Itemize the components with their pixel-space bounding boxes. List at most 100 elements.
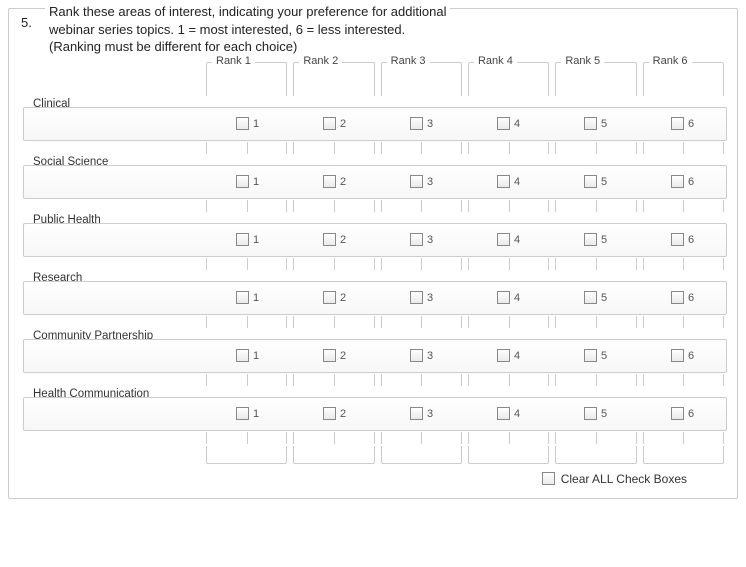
rank-cell: 6 <box>642 175 723 188</box>
rank-value: 6 <box>688 350 694 362</box>
tick-row <box>203 200 727 212</box>
rank-checkbox[interactable] <box>236 117 249 130</box>
rank-value: 2 <box>340 350 346 362</box>
rank-value: 2 <box>340 292 346 304</box>
rank-checkbox[interactable] <box>323 407 336 420</box>
rank-cell: 5 <box>555 117 636 130</box>
rank-cell: 3 <box>381 233 462 246</box>
rank-cell: 6 <box>642 349 723 362</box>
rank-checkbox[interactable] <box>497 175 510 188</box>
tick-row <box>203 316 727 328</box>
rank-value: 3 <box>427 350 433 362</box>
rank-checkbox[interactable] <box>584 407 597 420</box>
rank-checkbox[interactable] <box>584 349 597 362</box>
rank-cell: 6 <box>642 117 723 130</box>
tick-row <box>203 432 727 444</box>
row-cells: 1 2 34 5 6 <box>23 165 727 199</box>
ranking-row: Health Communication123456 <box>23 390 727 444</box>
row-cells: 123456 <box>23 107 727 141</box>
ranking-row: Clinical123456 <box>23 100 727 154</box>
rank-checkbox[interactable] <box>584 233 597 246</box>
rank-cell: 3 <box>381 175 462 188</box>
rank-cell: 5 <box>555 175 636 188</box>
rank-checkbox[interactable] <box>323 175 336 188</box>
question-container: 5. Rank these areas of interest, indicat… <box>8 8 738 499</box>
row-cells: 123456 <box>23 339 727 373</box>
rank-cell: 4 <box>468 175 549 188</box>
tick-row <box>203 374 727 386</box>
rank-checkbox[interactable] <box>584 175 597 188</box>
ranking-row: Public Health123456 <box>23 216 727 270</box>
rank-value: 5 <box>601 292 607 304</box>
rank-checkbox[interactable] <box>323 117 336 130</box>
rank-cell: 2 <box>294 233 375 246</box>
rank-cell: 6 <box>642 233 723 246</box>
rank-cell: 1 <box>207 175 288 188</box>
rank-checkbox[interactable] <box>497 291 510 304</box>
rank-checkbox[interactable] <box>584 291 597 304</box>
rank-value: 5 <box>601 118 607 130</box>
rank-value: 3 <box>427 408 433 420</box>
rank-checkbox[interactable] <box>410 349 423 362</box>
rank-cell: 6 <box>642 291 723 304</box>
clear-all-label: Clear ALL Check Boxes <box>561 472 687 486</box>
rank-checkbox[interactable] <box>410 233 423 246</box>
rank-cell: 1 <box>207 117 288 130</box>
rank-checkbox[interactable] <box>671 407 684 420</box>
rank-value: 4 <box>514 292 520 304</box>
rank-checkbox[interactable] <box>236 175 249 188</box>
rank-value: 2 <box>340 176 346 188</box>
rank-value: 5 <box>601 176 607 188</box>
rank-cell: 4 <box>468 407 549 420</box>
rank-checkbox[interactable] <box>410 117 423 130</box>
tick-row <box>203 142 727 154</box>
rank-checkbox[interactable] <box>410 291 423 304</box>
rank-value: 6 <box>688 408 694 420</box>
rank-value: 1 <box>253 350 259 362</box>
rank-checkbox[interactable] <box>236 349 249 362</box>
rank-checkbox[interactable] <box>671 233 684 246</box>
rank-value: 3 <box>427 292 433 304</box>
rank-header: Rank 2 <box>293 62 374 96</box>
rank-value: 1 <box>253 118 259 130</box>
rank-checkbox[interactable] <box>497 117 510 130</box>
rank-checkbox[interactable] <box>323 349 336 362</box>
rank-value: 2 <box>340 118 346 130</box>
question-text: Rank these areas of interest, indicating… <box>45 3 450 56</box>
rank-cell: 3 <box>381 291 462 304</box>
rank-checkbox[interactable] <box>323 233 336 246</box>
rank-value: 1 <box>253 234 259 246</box>
rank-value: 6 <box>688 118 694 130</box>
rank-checkbox[interactable] <box>410 407 423 420</box>
rank-cell: 2 <box>294 175 375 188</box>
rank-checkbox[interactable] <box>497 233 510 246</box>
rank-checkbox[interactable] <box>584 117 597 130</box>
rank-checkbox[interactable] <box>671 175 684 188</box>
rank-value: 3 <box>427 234 433 246</box>
rank-checkbox[interactable] <box>236 291 249 304</box>
rank-checkbox[interactable] <box>236 233 249 246</box>
clear-all-checkbox[interactable] <box>542 472 555 485</box>
rank-header: Rank 1 <box>206 62 287 96</box>
ranking-row: Research123456 <box>23 274 727 328</box>
rank-cell: 1 <box>207 349 288 362</box>
rank-checkbox[interactable] <box>323 291 336 304</box>
rank-checkbox[interactable] <box>236 407 249 420</box>
rank-value: 5 <box>601 234 607 246</box>
rank-checkbox[interactable] <box>410 175 423 188</box>
rank-value: 5 <box>601 350 607 362</box>
rank-checkbox[interactable] <box>671 349 684 362</box>
rank-checkbox[interactable] <box>671 291 684 304</box>
rank-header: Rank 6 <box>643 62 724 96</box>
rank-cell: 2 <box>294 291 375 304</box>
rank-checkbox[interactable] <box>671 117 684 130</box>
rank-value: 2 <box>340 234 346 246</box>
rank-checkbox[interactable] <box>497 349 510 362</box>
rank-value: 3 <box>427 118 433 130</box>
rank-value: 5 <box>601 408 607 420</box>
ranking-row: Community Partnership123456 <box>23 332 727 386</box>
rank-checkbox[interactable] <box>497 407 510 420</box>
footer-slots <box>203 446 727 464</box>
rank-cell: 1 <box>207 233 288 246</box>
question-number: 5. <box>19 15 34 30</box>
